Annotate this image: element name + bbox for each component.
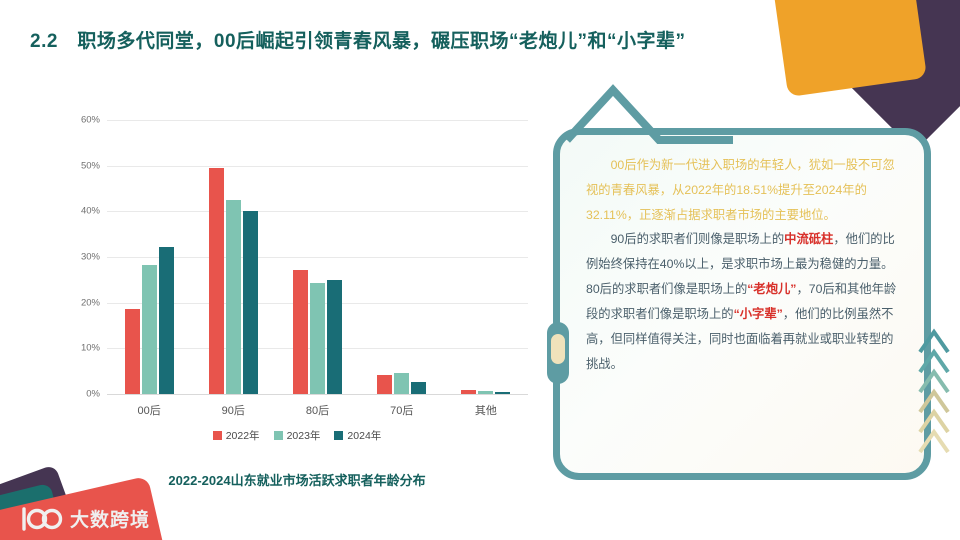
chart-gridline: 40% bbox=[81, 206, 528, 217]
legend-swatch-icon bbox=[334, 431, 344, 440]
chart-legend: 2022年 2023年 2024年 bbox=[62, 428, 532, 443]
paragraph-2: 90后的求职者们则像是职场上的中流砥柱，他们的比例始终保持在40%以上，是求职市… bbox=[586, 227, 898, 376]
chart-bar[interactable] bbox=[377, 374, 393, 394]
chart-bar-group bbox=[360, 120, 444, 394]
highlight-laopaoer: “老炮儿” bbox=[747, 282, 797, 297]
highlight-xiaozibei: “小字辈” bbox=[733, 306, 783, 321]
legend-swatch-icon bbox=[273, 431, 283, 440]
chart-x-tick-label: 90后 bbox=[221, 405, 245, 417]
chart-legend-label: 2023年 bbox=[286, 430, 321, 442]
chart-bar[interactable] bbox=[141, 265, 157, 394]
panel-side-marker-icon bbox=[547, 322, 569, 384]
highlight-zhongliudizhu: 中流砥柱 bbox=[784, 232, 834, 247]
chart-y-tick-label: 10% bbox=[80, 342, 100, 354]
chart-y-tick-label: 40% bbox=[80, 205, 100, 217]
bar-chart: 0% 10% 20% 30% 40% 50% 60% 00后 90后 80后 70后 其他 bbox=[62, 112, 532, 422]
legend-swatch-icon bbox=[212, 431, 222, 440]
chart-plot-area: 0% 10% 20% 30% 40% 50% 60% bbox=[81, 115, 528, 400]
chart-bar[interactable] bbox=[158, 247, 174, 394]
chart-y-tick-label: 0% bbox=[86, 388, 100, 400]
p2-text-2: ，他们的比例始终保持在40%以上，是求职市场上最为稳健的力量。80后的求职者们像… bbox=[586, 232, 895, 297]
chart-bar[interactable] bbox=[327, 280, 342, 394]
chart-y-tick-label: 30% bbox=[80, 251, 100, 263]
chart-y-tick-label: 50% bbox=[80, 160, 100, 172]
chart-x-tick-label: 70后 bbox=[390, 405, 414, 417]
chart-bar-group bbox=[191, 120, 275, 394]
chart-bar-group bbox=[444, 120, 528, 394]
chart-bar[interactable] bbox=[208, 168, 224, 394]
chart-gridline: 30% bbox=[81, 252, 528, 263]
chart-x-tick-label: 其他 bbox=[474, 405, 497, 417]
chart-bar-group bbox=[107, 120, 191, 394]
brand-logo[interactable]: 大数跨境 bbox=[10, 505, 150, 532]
chart-x-tick-label: 80后 bbox=[305, 405, 330, 417]
p2-text-4: ，他们的比例虽然不高，但同样值得关注，同时也面临着再就业或职业转型的挑战。 bbox=[586, 306, 894, 371]
chart-bar[interactable] bbox=[293, 269, 308, 394]
chart-legend-label: 2024年 bbox=[347, 430, 382, 442]
chart-bar[interactable] bbox=[478, 390, 494, 394]
chart-bar[interactable] bbox=[495, 392, 511, 394]
chart-bar[interactable] bbox=[225, 200, 241, 394]
chart-gridline: 0% bbox=[86, 389, 528, 400]
chart-caption: 2022-2024山东就业市场活跃求职者年龄分布 bbox=[168, 473, 426, 488]
chart-bar[interactable] bbox=[310, 282, 325, 394]
chart-x-tick-label: 00后 bbox=[137, 405, 161, 417]
p2-text-1: 90后的求职者们则像是职场上的 bbox=[610, 232, 785, 247]
chart-legend-label: 2022年 bbox=[225, 430, 260, 442]
chart-bar-group bbox=[275, 120, 359, 394]
chart-legend-item[interactable]: 2022年 bbox=[212, 428, 260, 443]
insight-panel: 00后作为新一代进入职场的年轻人，犹如一股不可忽视的青春风暴，从2022年的18… bbox=[553, 128, 931, 480]
chart-bar[interactable] bbox=[411, 382, 427, 394]
chart-bar[interactable] bbox=[394, 373, 410, 394]
chart-bar[interactable] bbox=[242, 211, 258, 394]
chart-legend-item[interactable]: 2023年 bbox=[273, 428, 321, 443]
chart-bar[interactable] bbox=[124, 309, 140, 394]
chart-y-tick-label: 60% bbox=[80, 114, 100, 126]
chart-bar[interactable] bbox=[461, 390, 477, 394]
chart-legend-item[interactable]: 2024年 bbox=[334, 428, 381, 443]
chevron-stack-icon bbox=[914, 318, 954, 458]
chart-bar-groups bbox=[107, 120, 528, 394]
insight-panel-text: 00后作为新一代进入职场的年轻人，犹如一股不可忽视的青春风暴，从2022年的18… bbox=[560, 135, 924, 473]
paragraph-1: 00后作为新一代进入职场的年轻人，犹如一股不可忽视的青春风暴，从2022年的18… bbox=[586, 158, 895, 222]
page-title: 2.2 职场多代同堂，00后崛起引领青春风暴，碾压职场“老炮儿”和“小字辈” bbox=[30, 31, 686, 52]
p2-text-3: ，70后和其他年龄段的求职者们像是职场上的 bbox=[586, 282, 897, 321]
infinity-logo-icon bbox=[10, 506, 64, 532]
chart-gridline: 60% bbox=[81, 115, 528, 126]
chart-gridline: 50% bbox=[81, 160, 528, 171]
chart-y-tick-label: 20% bbox=[80, 297, 100, 309]
chart-x-axis-labels: 00后 90后 80后 70后 其他 bbox=[107, 402, 528, 418]
brand-logo-text: 大数跨境 bbox=[70, 510, 151, 531]
